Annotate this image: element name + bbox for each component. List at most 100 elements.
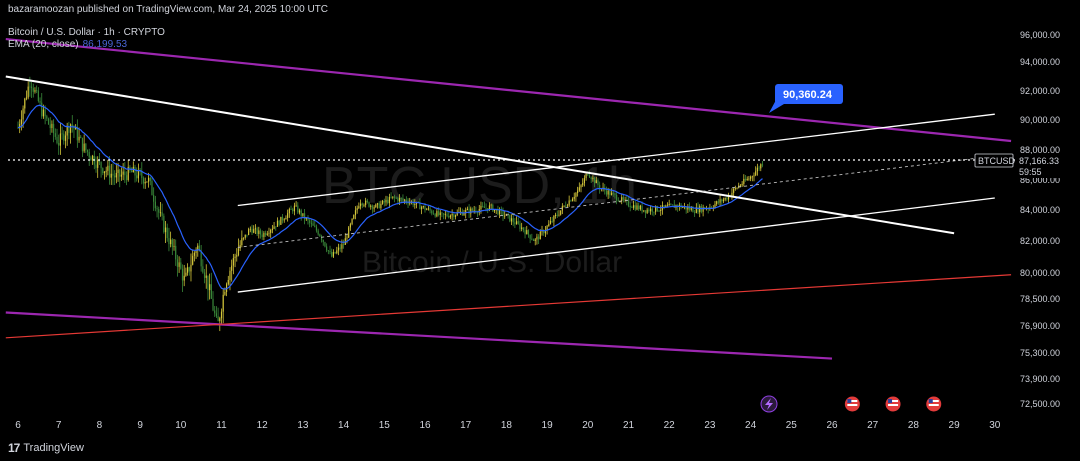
candle-body <box>593 177 596 184</box>
candle-body <box>402 198 404 200</box>
candle-body <box>171 239 173 247</box>
candle-body <box>424 206 426 210</box>
candle-body <box>580 185 582 188</box>
candle-body <box>125 175 128 181</box>
candles-layer <box>17 76 764 332</box>
candle-body <box>127 166 129 181</box>
candle-body <box>624 199 626 201</box>
candle-body <box>682 207 684 208</box>
symbol-title[interactable]: Bitcoin / U.S. Dollar · 1h · CRYPTO <box>8 27 165 38</box>
candle-body <box>688 207 691 210</box>
candle-body <box>358 206 360 209</box>
candle-body <box>183 275 185 281</box>
candle-body <box>646 209 648 213</box>
candle-body <box>270 229 272 233</box>
candle-body <box>412 201 414 206</box>
last-price-tag <box>1016 154 1080 178</box>
candle-body <box>717 201 719 203</box>
replay-icon[interactable] <box>760 395 778 413</box>
price-tick-label: 75,300.00 <box>1020 348 1060 358</box>
candle-body <box>392 196 394 198</box>
time-tick-label: 24 <box>745 420 757 431</box>
candle-body <box>568 200 570 206</box>
candle-body <box>142 178 145 184</box>
candle-body <box>375 204 377 208</box>
candle-body <box>583 178 586 184</box>
candle-body <box>188 267 190 272</box>
candle-body <box>578 187 580 191</box>
candle-body <box>446 214 448 217</box>
candle-body <box>108 165 111 178</box>
candle-body <box>110 173 112 178</box>
candle-body <box>197 245 199 251</box>
candle-body <box>639 205 641 210</box>
time-tick-label: 10 <box>175 420 187 431</box>
candle-body <box>346 237 348 239</box>
price-tick-label: 84,000.00 <box>1020 205 1060 215</box>
candle-body <box>310 222 312 224</box>
candle-body <box>271 228 273 230</box>
candle-body <box>761 164 764 166</box>
candle-body <box>422 206 424 208</box>
candle-body <box>426 209 428 211</box>
candle-body <box>309 220 311 223</box>
candle-body <box>259 230 262 235</box>
candle-body <box>86 150 89 153</box>
candle-body <box>724 197 726 200</box>
candle-body <box>137 169 139 179</box>
price-callout-box <box>775 84 843 104</box>
candle-body <box>181 268 184 281</box>
candle-body <box>699 206 701 213</box>
candle-body <box>731 192 733 197</box>
candle-body <box>227 280 229 285</box>
candle-body <box>343 244 345 246</box>
ema-legend[interactable]: EMA (20, close) 86,199.53 <box>8 39 127 50</box>
candle-body <box>549 221 552 224</box>
candle-body <box>176 259 179 267</box>
candle-body <box>527 230 530 235</box>
last-price-value: 87,166.33 <box>1019 156 1059 166</box>
candle-body <box>202 266 204 273</box>
candle-body <box>432 213 435 215</box>
candle-body <box>300 210 302 216</box>
candle-body <box>312 223 314 226</box>
candle-body <box>103 171 106 174</box>
candle-body <box>429 208 431 211</box>
candle-body <box>480 205 482 210</box>
time-tick-label: 9 <box>137 420 143 431</box>
bar-countdown: 59:55 <box>1019 167 1042 177</box>
candle-body <box>644 210 647 213</box>
replay-icon-bolt <box>765 398 773 410</box>
time-tick-label: 7 <box>56 420 62 431</box>
tradingview-logo-icon: 17 <box>8 441 20 455</box>
footer-brand[interactable]: 17 TradingView <box>8 441 84 455</box>
candle-body <box>497 209 499 215</box>
candle-body <box>631 207 633 208</box>
candle-body <box>24 98 26 109</box>
symbol-tag-label: BTCUSD <box>978 156 1016 166</box>
ema-layer <box>17 104 763 290</box>
candle-body <box>249 228 251 230</box>
price-axis[interactable]: 96,000.00 94,000.00 92,000.00 90,000.00 88,0… <box>1020 30 1060 409</box>
candle-body <box>434 214 436 217</box>
watermark-name: Bitcoin / U.S. Dollar <box>362 246 622 279</box>
candle-body <box>468 208 470 214</box>
candle-body <box>30 86 33 89</box>
candle-body <box>47 118 50 125</box>
time-axis[interactable]: 6 7 8 9 10 11 12 13 14 15 16 17 18 19 20 21 22 23 24 25 26 27… <box>15 420 1001 431</box>
candle-body <box>64 135 67 141</box>
candle-body <box>304 213 306 220</box>
candle-body <box>90 157 92 161</box>
candle-body <box>592 177 594 180</box>
price-callout[interactable]: 90,360.24 <box>769 84 843 113</box>
candle-body <box>178 262 180 267</box>
candle-body <box>53 123 55 134</box>
candle-body <box>634 205 636 210</box>
candle-body <box>236 255 238 257</box>
time-tick-label: 12 <box>257 420 269 431</box>
candle-body <box>76 126 78 141</box>
candle-body <box>363 204 365 206</box>
candle-body <box>565 205 567 207</box>
candle-body <box>46 116 48 119</box>
